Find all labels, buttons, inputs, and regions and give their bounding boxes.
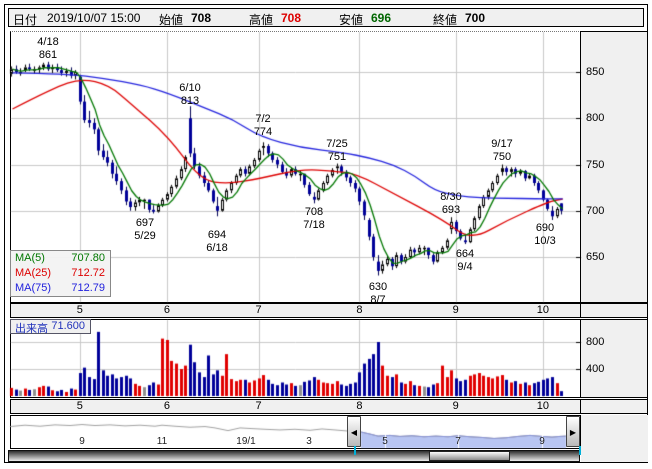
ma75-legend-row: MA(75) 712.79 — [11, 281, 110, 296]
high-label: 高値 — [249, 13, 274, 27]
low-label: 安値 — [339, 13, 364, 27]
volume-legend-value: 71.600 — [51, 320, 85, 332]
horizontal-scrollbar[interactable] — [8, 450, 580, 462]
low-value: 696 — [371, 11, 392, 25]
date-label: 日付 — [13, 13, 38, 27]
close-value: 700 — [465, 11, 486, 25]
left-arrow-icon: ◀ — [350, 428, 358, 437]
range-start-marker — [354, 446, 356, 455]
ma25-label: MA(25) — [15, 267, 52, 279]
navigator-scroll-left-button[interactable]: ◀ — [347, 416, 361, 447]
ma5-legend-row: MA(5) 707.80 — [11, 251, 110, 266]
ma5-label: MA(5) — [15, 252, 45, 264]
close-label: 終値 — [433, 13, 458, 27]
quote-header: 日付 2019/10/07 15:00 始値 708 高値 708 安値 696… — [8, 8, 644, 27]
ma75-value: 712.79 — [71, 282, 105, 294]
volume-legend-box: 出来高 71.600 — [10, 319, 91, 335]
scrollbar-thumb[interactable] — [429, 451, 510, 461]
right-arrow-icon: ▶ — [569, 428, 577, 437]
volume-legend-label: 出来高 — [15, 323, 48, 335]
ma-legend-box: MA(5) 707.80 MA(25) 712.72 MA(75) 712.79 — [10, 250, 111, 297]
ma25-legend-row: MA(25) 712.72 — [11, 266, 110, 281]
date-value: 2019/10/07 15:00 — [47, 11, 141, 25]
ma5-value: 707.80 — [71, 252, 105, 264]
ma75-label: MA(75) — [15, 282, 52, 294]
ma25-value: 712.72 — [71, 267, 105, 279]
high-value: 708 — [281, 11, 302, 25]
open-value: 708 — [191, 11, 212, 25]
open-label: 始値 — [159, 13, 184, 27]
navigator-scroll-right-button[interactable]: ▶ — [566, 416, 580, 447]
range-end-marker — [579, 446, 581, 455]
